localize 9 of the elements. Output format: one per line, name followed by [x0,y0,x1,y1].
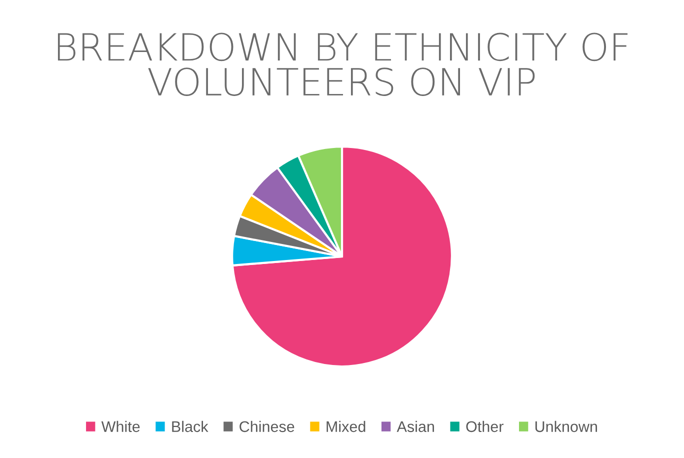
legend-label: Black [172,420,208,432]
legend-label: Chinese [240,420,294,432]
chart-title: BREAKDOWN BY ETHNICITY OF VOLUNTEERS ON VIP [58,32,628,96]
legend-label: Asian [396,420,434,432]
legend-label: Unknown [535,420,597,432]
legend-label: Other [466,420,504,432]
pie-slice [231,146,453,368]
legend-label: Mixed [326,420,366,432]
legend-label: White [101,420,140,432]
